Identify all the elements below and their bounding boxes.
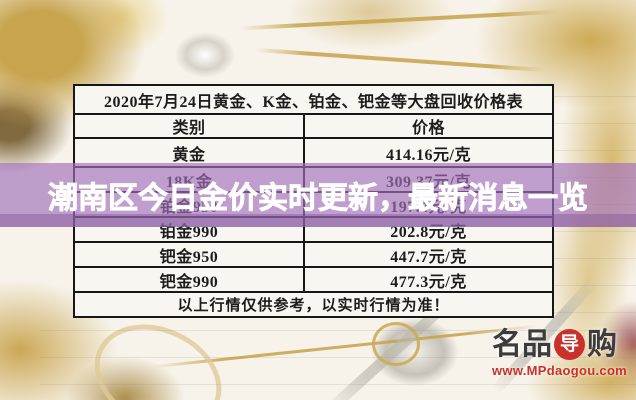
table-header-row: 类别 价格 <box>75 115 552 139</box>
table-row-pd950: 钯金950 447.7元/克 <box>75 243 552 268</box>
table-footnote: 以上行情仅供参考，以实时行情为准！ <box>177 298 450 314</box>
brand-url: www.MPdaogou.com <box>492 363 628 378</box>
brand-seal-icon: 导 <box>554 329 585 360</box>
gold-ring-decoration <box>372 322 420 366</box>
table-row-pd990: 钯金990 477.3元/克 <box>75 268 552 293</box>
brand-name-right: 购 <box>587 327 617 361</box>
price-cell: 202.8元/克 <box>390 223 467 241</box>
faint-gridlines <box>40 330 636 400</box>
headline-banner: 潮南区今日金价实时更新，最新消息一览 <box>0 163 636 227</box>
category-cell: 钯金990 <box>75 268 305 291</box>
headline-text: 潮南区今日金价实时更新，最新消息一览 <box>48 182 589 216</box>
price-cell: 447.7元/克 <box>390 248 467 266</box>
price-cell: 414.16元/克 <box>386 146 471 164</box>
table-row-pt990: 铂金990 202.8元/克 <box>75 218 552 243</box>
brand-seal-char: 导 <box>559 334 579 355</box>
brand-watermark: 名品 导 购 www.MPdaogou.com <box>492 329 627 378</box>
price-cell: 477.3元/克 <box>390 273 467 291</box>
table-title: 2020年7月24日黄金、K金、铂金、钯金等大盘回收价格表 <box>75 86 552 115</box>
category-cell: 黄金 <box>75 139 305 166</box>
header-category: 类别 <box>75 115 305 137</box>
brand-name-left: 名品 <box>492 327 552 361</box>
category-cell: 钯金950 <box>75 243 305 266</box>
category-cell: 铂金990 <box>75 218 305 241</box>
header-price: 价格 <box>411 120 445 137</box>
brand-logo: 名品 导 购 <box>492 329 627 360</box>
